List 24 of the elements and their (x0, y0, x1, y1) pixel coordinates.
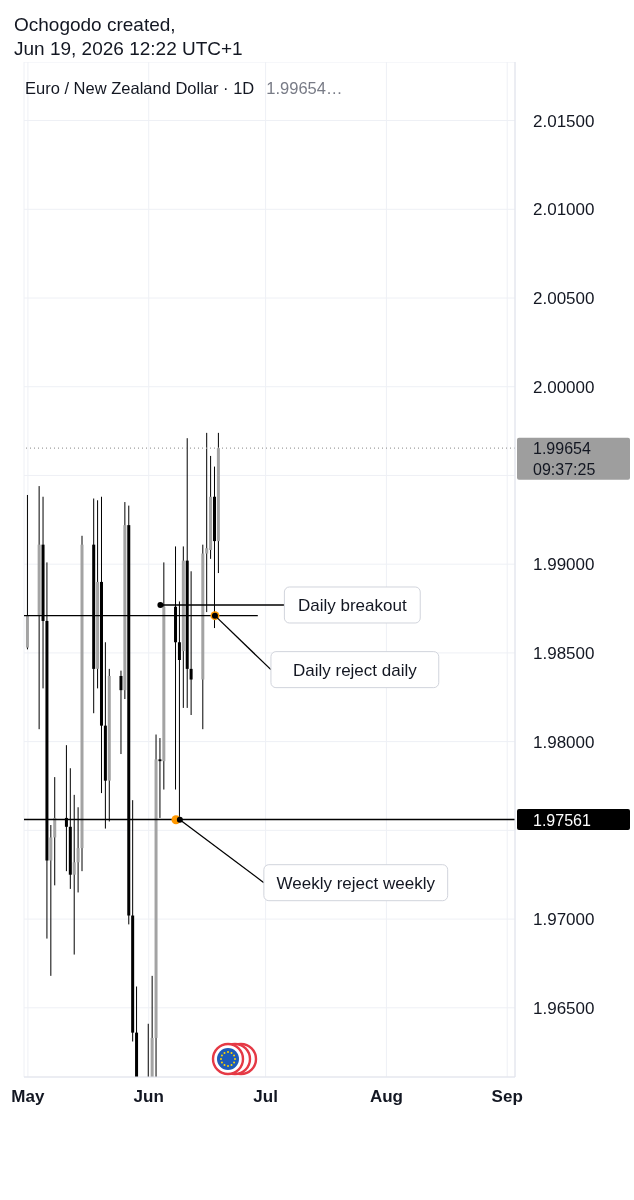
annotation: Weekly reject weekly (276, 873, 436, 893)
y-tick-label: 1.96500 (533, 998, 595, 1018)
ref-line-label: 1.99654 (533, 439, 591, 457)
text: Jun 19, 2026 12:22 UTC+1 (14, 38, 243, 59)
y-tick-label: 1.98500 (533, 643, 595, 663)
x-tick-label: Jun (133, 1086, 164, 1106)
x-tick-label: Aug (369, 1086, 403, 1106)
y-tick-label: 2.00000 (533, 377, 595, 397)
x-tick-label: Jul (253, 1086, 278, 1106)
ref-line-label: 1.97561 (533, 811, 591, 829)
y-tick-label: 2.01000 (533, 199, 595, 219)
y-tick-label: 2.00500 (533, 288, 595, 308)
y-tick-label: 1.99000 (533, 554, 595, 574)
text: 09:37:25 (533, 460, 596, 478)
y-tick-label: 1.97000 (533, 909, 595, 929)
text: 1.99654… (266, 79, 343, 97)
annotation: Daily breakout (297, 595, 407, 615)
text: Euro / New Zealand Dollar · 1D (25, 79, 255, 97)
y-tick-label: 1.98000 (533, 732, 595, 752)
text: Ochogodo created, (14, 14, 176, 35)
x-tick-label: May (11, 1086, 45, 1106)
x-tick-label: Sep (491, 1086, 523, 1106)
annotation: Daily reject daily (292, 660, 418, 680)
y-tick-label: 2.01500 (533, 111, 595, 131)
